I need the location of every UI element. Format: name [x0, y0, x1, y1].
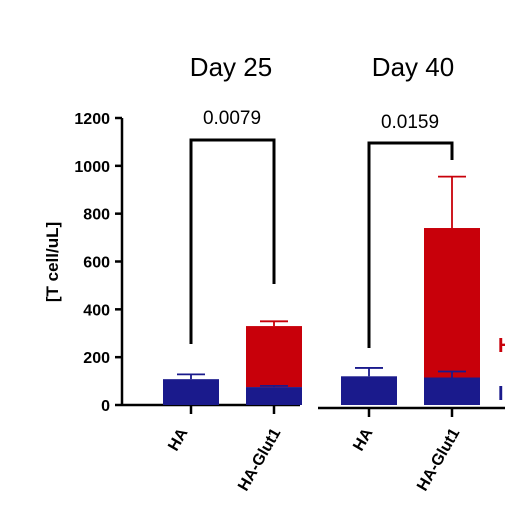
p-value-day-25: 0.0079 — [203, 108, 261, 129]
bar-g2-c1-s1 — [341, 376, 397, 405]
category-label-day25-ha: HA — [165, 425, 191, 454]
annotations — [189, 138, 454, 348]
y-axis-label: [T cell/uL] — [43, 222, 62, 302]
significance-bracket-2 — [367, 141, 454, 348]
category-label-day40-ha-glut1: HA-Glut1 — [414, 425, 463, 494]
y-tick-label-600: 600 — [83, 255, 110, 272]
y-tick-label-1200: 1200 — [74, 111, 110, 128]
axes: 0 200 400 600 800 1000 1200 — [74, 111, 505, 417]
category-label-day25-ha-glut1: HA-Glut1 — [235, 425, 284, 494]
bar-g2-c2-s2 — [424, 228, 480, 378]
y-tick-label-0: 0 — [101, 398, 110, 415]
legend-label-red: H — [498, 335, 505, 357]
bar-g1-c2-s1 — [246, 387, 302, 405]
bar-g2-c2-s1 — [424, 377, 480, 405]
group-title-day-40: Day 40 — [372, 52, 454, 82]
category-label-day40-ha: HA — [350, 425, 376, 454]
y-tick-label-400: 400 — [83, 302, 110, 319]
y-tick-label-200: 200 — [83, 350, 110, 367]
group-title-day-25: Day 25 — [190, 52, 272, 82]
significance-bracket-1 — [189, 138, 276, 344]
bar-g1-c1-s1 — [163, 379, 219, 405]
y-tick-label-1000: 1000 — [74, 159, 110, 176]
legend-label-blue: I — [498, 383, 504, 405]
y-tick-label-800: 800 — [83, 207, 110, 224]
p-value-day-40: 0.0159 — [381, 112, 439, 133]
bars — [163, 175, 480, 405]
bar-g1-c2-s2 — [246, 326, 302, 388]
